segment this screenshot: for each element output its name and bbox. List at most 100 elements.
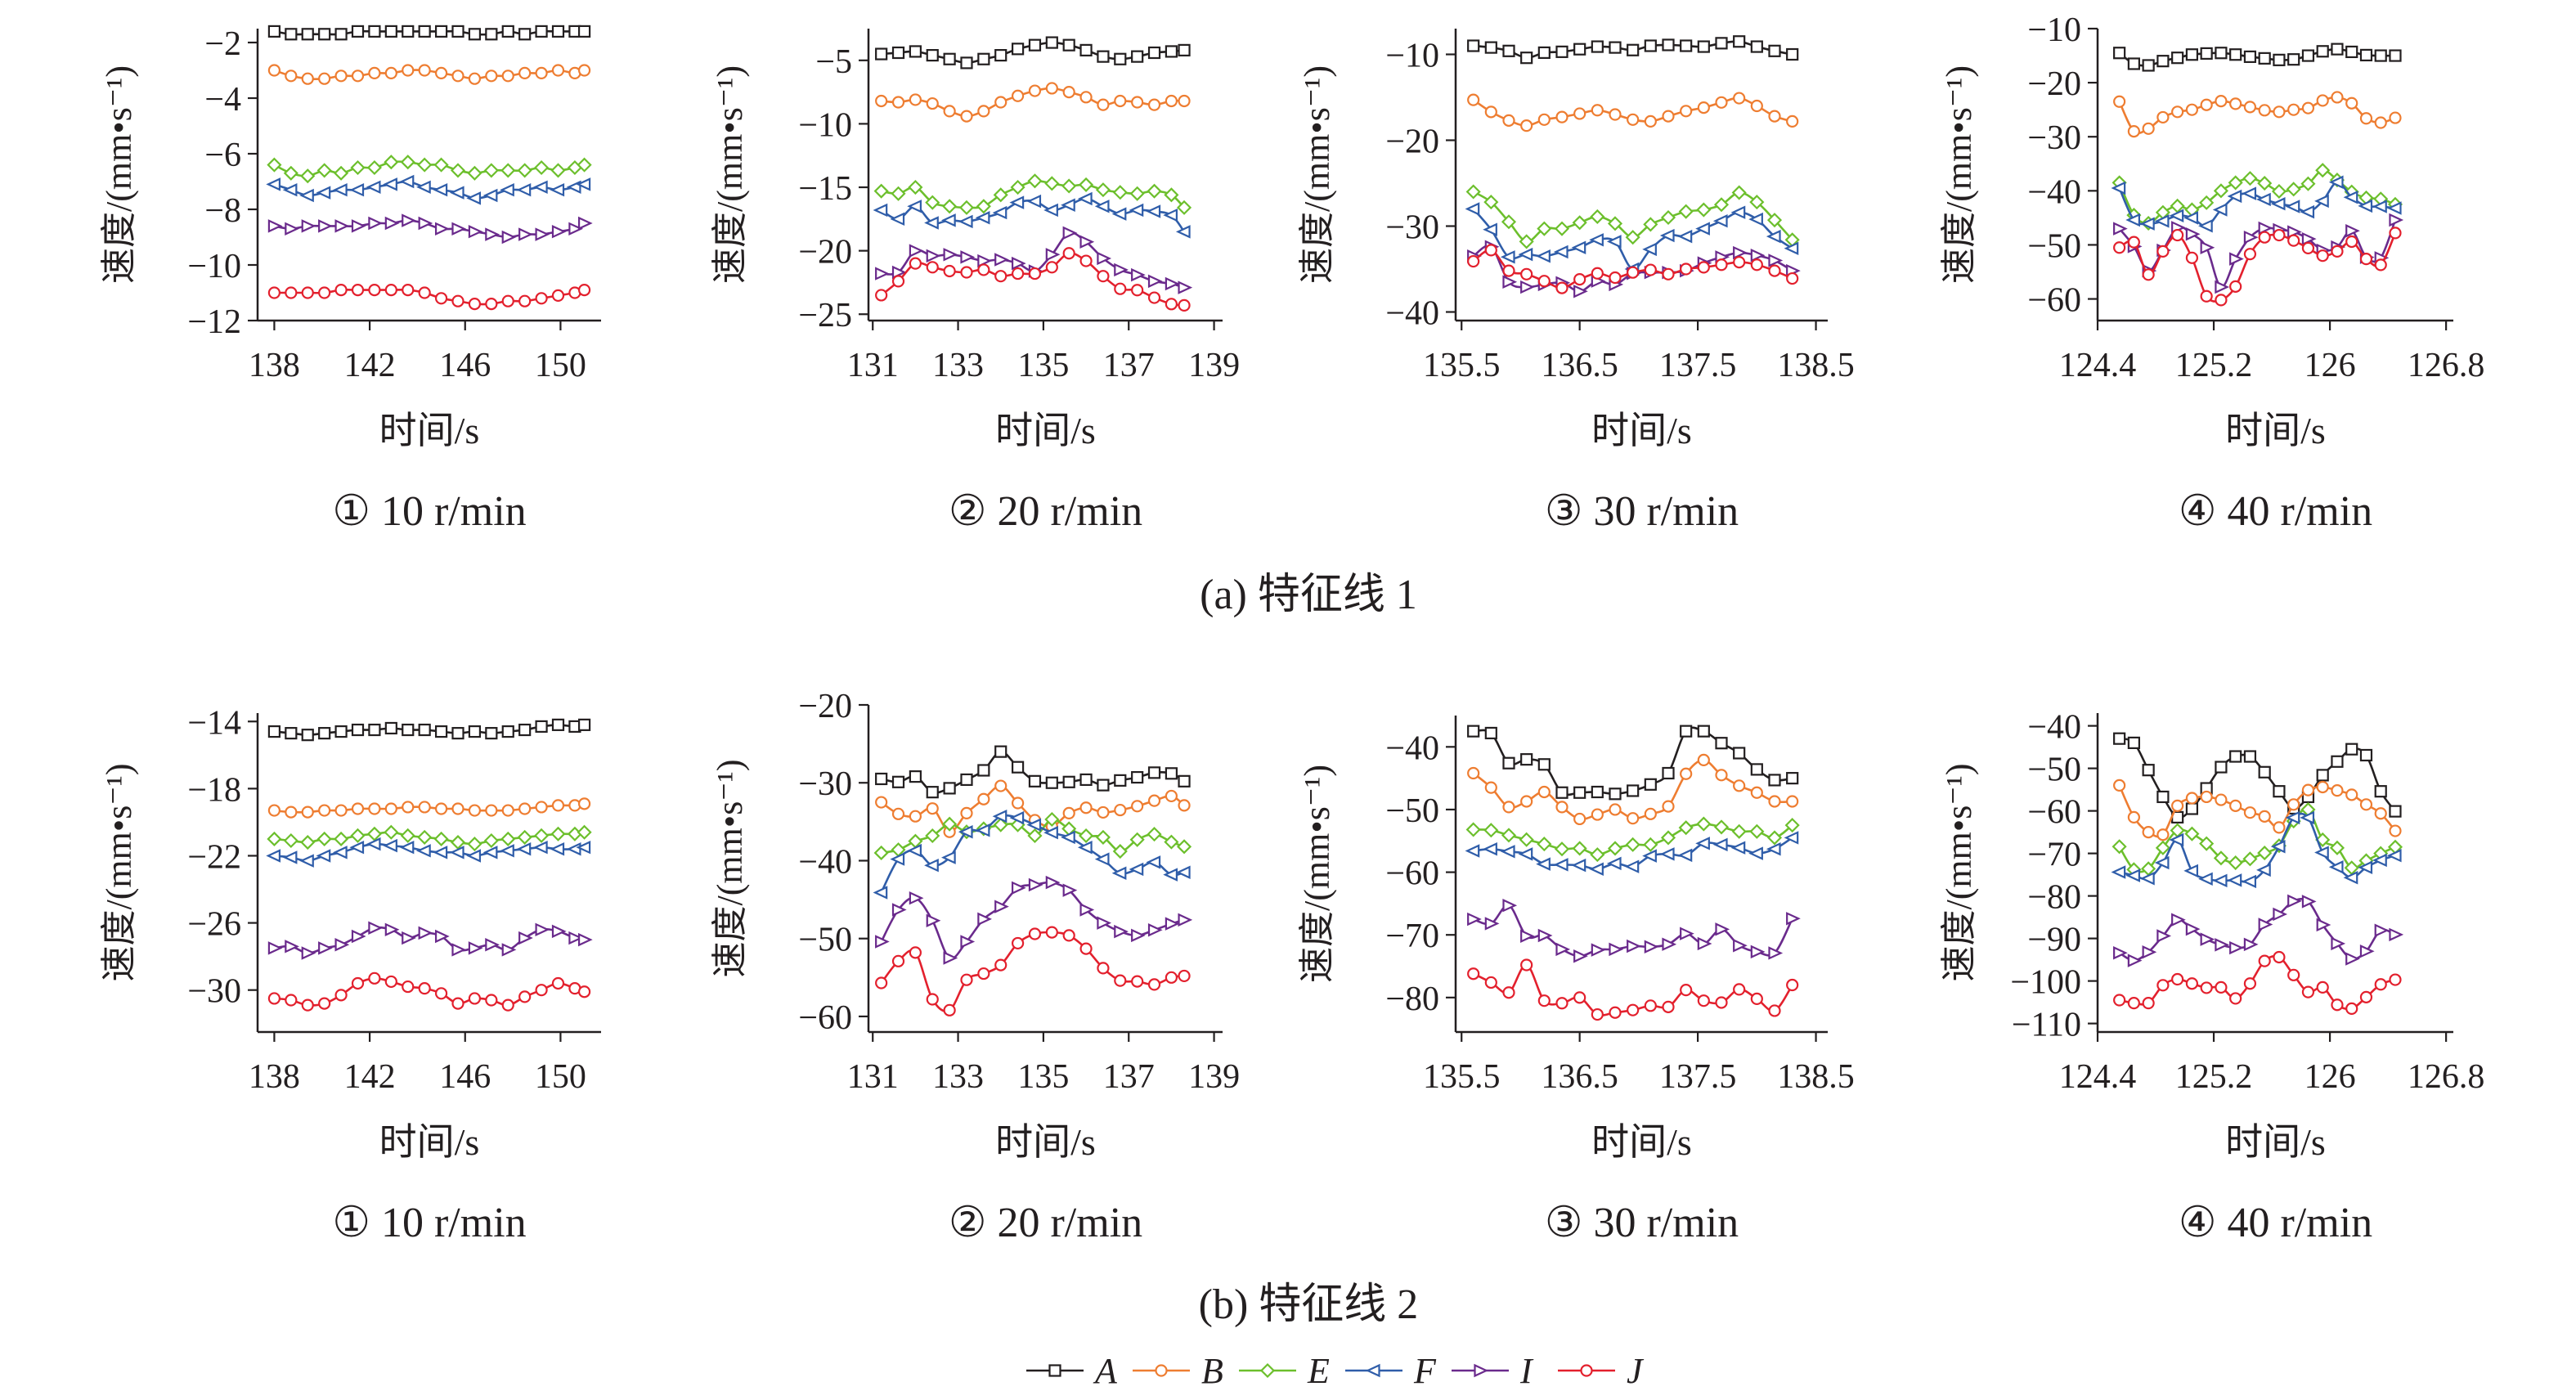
data-point-B [1045, 82, 1058, 95]
data-point-F [332, 182, 348, 197]
data-point-B [1028, 84, 1042, 97]
data-point-E [1660, 830, 1676, 846]
data-point-A [1502, 44, 1515, 57]
data-point-A [1715, 37, 1728, 50]
x-tick-label: 137.5 [1659, 347, 1737, 384]
data-point-J [1662, 267, 1675, 280]
data-point-B [994, 96, 1008, 109]
data-point-A [1644, 39, 1657, 52]
data-point-F [2358, 199, 2373, 213]
data-point-F [1077, 191, 1093, 206]
series-J [1467, 958, 1799, 1021]
legend-item-B: B [1133, 1351, 1223, 1391]
data-point-E [942, 199, 958, 214]
data-point-A [1028, 774, 1042, 788]
data-point-E [1696, 202, 1712, 218]
legend-item-A: A [1026, 1351, 1118, 1391]
data-point-F [1766, 229, 1781, 244]
data-point-J [2215, 980, 2228, 994]
data-point-J [943, 264, 956, 278]
data-point-B [434, 802, 448, 815]
data-point-J [434, 987, 448, 1000]
data-point-F [1043, 203, 1058, 218]
data-point-F [1642, 849, 1657, 863]
data-point-E [1129, 832, 1145, 847]
data-point-A [1662, 38, 1675, 52]
data-point-B [1097, 805, 1110, 819]
data-point-A [1062, 775, 1075, 788]
data-point-B [1114, 803, 1127, 817]
data-point-B [468, 804, 482, 817]
data-point-F [2314, 846, 2329, 859]
data-point-I [518, 227, 533, 241]
data-point-A [2258, 52, 2271, 65]
data-point-J [485, 994, 498, 1007]
data-point-I [285, 940, 299, 954]
data-point-J [2374, 978, 2387, 991]
x-tick-label: 125.2 [2175, 347, 2253, 384]
data-point-J [1079, 942, 1093, 955]
data-point-F [890, 212, 905, 227]
data-point-F [383, 838, 397, 853]
x-tick-label: 135.5 [1423, 347, 1501, 384]
data-point-A [1609, 788, 1622, 801]
data-point-J [518, 294, 532, 307]
data-point-J [1555, 281, 1568, 294]
panel-caption: ③ 30 r/min [1545, 1200, 1739, 1246]
data-point-B [1697, 101, 1710, 114]
data-point-A [1768, 774, 1781, 787]
x-tick-label: 135.5 [1423, 1058, 1501, 1096]
data-point-A [2200, 47, 2213, 61]
data-point-I [384, 216, 400, 231]
data-point-A [1520, 52, 1533, 65]
data-point-A [1178, 43, 1191, 56]
data-point-A [2243, 750, 2257, 763]
x-axis-label: 时间/s [2225, 1121, 2326, 1163]
data-point-J [1097, 962, 1110, 975]
data-point-A [301, 729, 314, 742]
y-tick-label: −30 [187, 973, 241, 1011]
data-point-J [2200, 289, 2213, 303]
data-point-J [518, 990, 532, 1003]
data-point-B [2127, 810, 2140, 824]
data-point-E [334, 831, 349, 847]
data-point-E [2300, 176, 2316, 191]
y-tick-label: −70 [2027, 837, 2081, 874]
data-point-F [1094, 200, 1110, 213]
data-point-E [1537, 221, 1552, 236]
data-point-I [2171, 913, 2186, 927]
data-point-I [2287, 894, 2302, 909]
data-point-F [1026, 818, 1042, 832]
series-I [267, 921, 593, 960]
data-point-A [1768, 44, 1781, 57]
data-point-J [351, 976, 365, 990]
data-point-F [2125, 213, 2140, 227]
data-point-A [434, 25, 448, 38]
data-point-J [334, 989, 348, 1002]
data-point-J [2273, 950, 2286, 964]
data-point-J [2359, 253, 2373, 266]
data-point-E [2329, 840, 2345, 855]
data-point-J [418, 982, 431, 995]
data-point-J [1591, 267, 1604, 280]
data-point-B [451, 802, 464, 815]
data-point-F [1518, 247, 1533, 262]
x-tick-label: 133 [932, 1058, 984, 1096]
x-axis-label: 时间/s [995, 410, 1096, 451]
panel-b3: −40 −50 −60 −70 −80 135.5 136.5 137.5 138.5 速度/(m… [1297, 716, 1855, 1246]
data-point-I [2127, 954, 2143, 967]
data-point-F [282, 850, 298, 864]
y-tick-label: −80 [1385, 980, 1439, 1018]
data-point-B [1662, 800, 1675, 813]
data-point-B [2258, 104, 2271, 117]
data-point-J [1028, 927, 1042, 940]
data-point-F [1784, 241, 1799, 256]
panel-caption: ① 10 r/min [332, 1200, 526, 1246]
data-point-B [1537, 113, 1551, 126]
series-A [267, 718, 591, 742]
data-point-E [1465, 184, 1481, 200]
data-point-F [1163, 208, 1178, 222]
y-tick-label: −10 [2027, 11, 2081, 49]
data-point-A [1786, 772, 1799, 785]
data-point-F [1518, 847, 1533, 861]
